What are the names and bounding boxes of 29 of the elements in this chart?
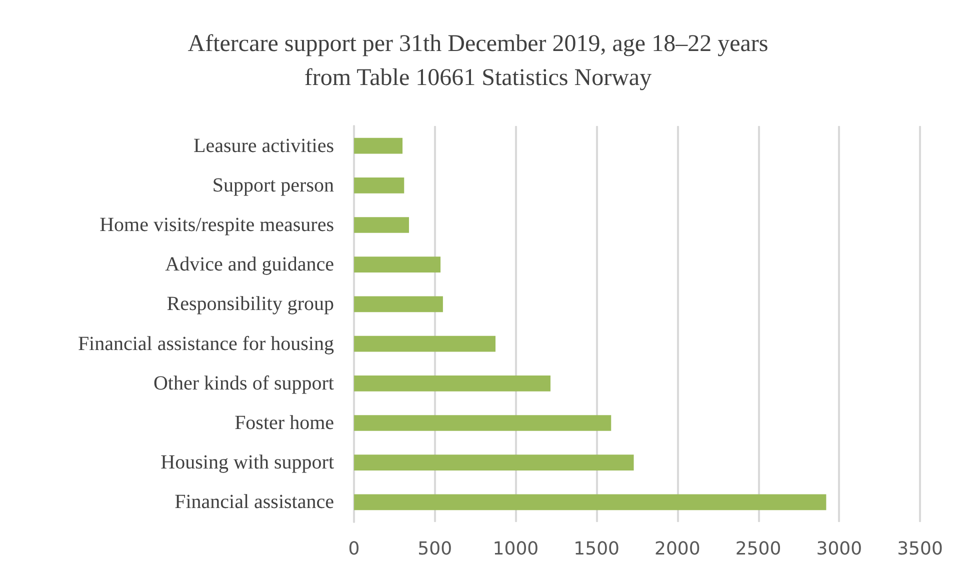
x-tick-label: 500 [418,538,452,560]
y-tick-label: Financial assistance for housing [78,332,334,355]
bar [354,138,403,154]
bar [354,454,634,471]
x-tick-label: 2500 [735,538,782,560]
x-tick-label: 3000 [816,538,862,560]
bar [354,296,443,312]
y-tick-label: Other kinds of support [153,372,334,394]
x-tick-label: 1000 [492,538,539,560]
y-tick-label: Leasure activities [194,134,334,157]
y-tick-label: Support person [212,174,334,196]
bar [354,336,496,352]
x-tick-label: 2000 [654,538,700,560]
x-tick-label: 1500 [574,538,620,560]
x-tick-label: 3500 [897,538,943,560]
y-tick-label: Foster home [234,412,334,434]
y-tick-label: Advice and guidance [165,254,334,276]
y-tick-label: Home visits/respite measures [100,214,334,236]
y-tick-label: Responsibility group [166,293,334,316]
bar [354,375,550,392]
y-tick-label: Housing with support [160,452,334,474]
y-tick-label: Financial assistance [174,491,334,514]
bar [354,217,409,233]
x-tick-label: 0 [348,538,360,560]
bar [354,256,441,273]
bar [354,494,826,510]
bar [354,177,404,194]
bar [354,415,612,431]
chart-title: Aftercare support per 31th December 2019, age 18–22 years from Table 10661 Statistics Norway [188,31,768,91]
